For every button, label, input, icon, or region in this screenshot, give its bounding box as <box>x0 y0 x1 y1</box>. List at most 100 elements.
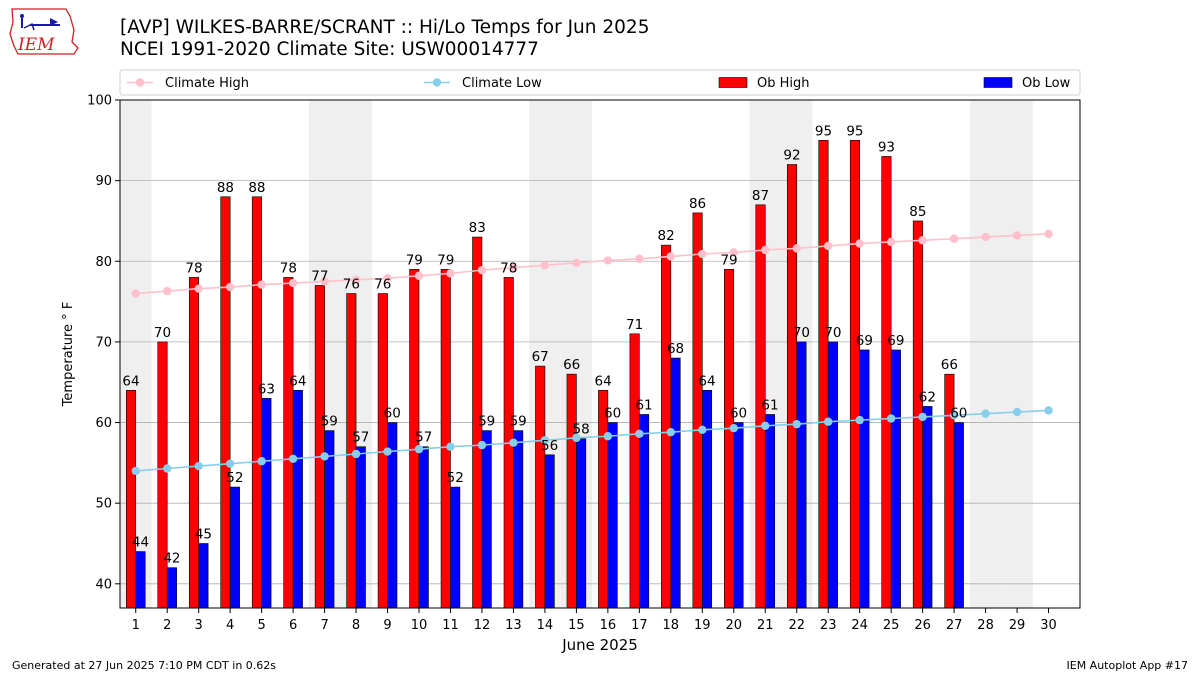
climate-high-point <box>477 265 487 275</box>
ob-high-bar <box>440 269 451 609</box>
climate-high-point <box>949 234 959 243</box>
ob-low-bar <box>135 551 146 609</box>
climate-low-point <box>698 425 707 434</box>
climate-low-point <box>981 409 990 418</box>
x-tick-label: 27 <box>946 618 963 633</box>
ob-low-value-label: 68 <box>667 341 684 357</box>
climate-low-line <box>135 409 1049 472</box>
climate-high-point <box>729 248 738 257</box>
climate-high-point <box>194 284 203 293</box>
plot-frame <box>119 99 1081 609</box>
x-axis-label: June 2025 <box>561 636 638 654</box>
ob-high-bar <box>220 196 231 609</box>
ob-low-bar <box>639 414 650 609</box>
climate-high-point <box>225 282 235 292</box>
ob-low-value-label: 59 <box>510 414 527 430</box>
ob-low-bar <box>670 357 681 609</box>
climate-high-point <box>257 280 266 289</box>
x-tick-label: 12 <box>474 618 491 633</box>
ob-low-value-label: 57 <box>352 430 369 446</box>
climate-low-point <box>761 421 770 430</box>
legend-climate-high-marker <box>135 78 145 87</box>
climate-low-point <box>1012 407 1022 417</box>
climate-low-point <box>131 466 140 476</box>
ob-high-value-label: 78 <box>280 260 297 276</box>
ob-low-bar <box>576 438 587 609</box>
x-tick-label: 26 <box>914 618 931 633</box>
climate-low-point <box>666 428 676 437</box>
legend-ob-high-label: Ob High <box>757 76 810 91</box>
climate-low-point <box>194 461 203 471</box>
ob-low-value-label: 57 <box>415 430 432 446</box>
ob-high-bar <box>314 285 325 609</box>
ob-low-value-label: 63 <box>258 381 275 397</box>
climate-low-point <box>446 442 455 451</box>
x-tick-label: 2 <box>163 618 171 633</box>
ob-high-bar <box>786 164 798 609</box>
x-tick-label: 11 <box>442 618 459 633</box>
legend-box <box>119 69 1081 96</box>
climate-high-point <box>1012 231 1022 240</box>
ob-high-value-label: 88 <box>217 180 234 196</box>
climate-low-point <box>540 436 550 445</box>
climate-low-point <box>572 433 581 443</box>
chart-subtitle: NCEI 1991-2020 Climate Site: USW00014777 <box>120 39 539 60</box>
generated-timestamp: Generated at 27 Jun 2025 7:10 PM CDT in … <box>12 659 277 672</box>
climate-high-point <box>446 269 455 278</box>
ob-low-bar <box>198 543 209 609</box>
x-tick-label: 30 <box>1040 618 1057 633</box>
legend-ob-high-swatch <box>718 77 748 88</box>
ob-low-value-label: 60 <box>730 406 747 422</box>
ob-low-bar <box>701 389 713 609</box>
climate-high-point <box>1044 229 1053 239</box>
ob-low-value-label: 45 <box>195 526 212 542</box>
ob-low-value-label: 42 <box>163 551 180 567</box>
climate-high-point <box>603 256 613 265</box>
ob-low-bar <box>764 414 775 609</box>
climate-high-point <box>918 236 927 245</box>
x-tick-label: 9 <box>383 618 391 633</box>
x-tick-label: 15 <box>568 618 585 633</box>
ob-high-value-label: 78 <box>500 260 517 276</box>
y-tick-label: 70 <box>95 335 112 350</box>
ob-low-bar <box>261 398 272 609</box>
ob-low-bar <box>827 341 838 609</box>
ob-high-value-label: 76 <box>374 277 391 293</box>
climate-high-point <box>320 277 329 286</box>
x-tick-label: 18 <box>663 618 680 633</box>
ob-high-bar <box>661 244 672 609</box>
ob-low-value-label: 52 <box>226 470 243 486</box>
ob-high-value-label: 78 <box>185 260 202 276</box>
ob-low-value-label: 60 <box>604 406 621 422</box>
climate-low-point <box>918 412 927 422</box>
ob-low-value-label: 61 <box>761 397 778 413</box>
y-tick-label: 40 <box>95 577 112 592</box>
legend-climate-low-marker <box>432 78 442 87</box>
ob-low-bar <box>733 422 744 609</box>
x-tick-label: 1 <box>132 618 140 633</box>
ob-high-bar <box>881 156 892 609</box>
ob-low-value-label: 59 <box>478 414 495 430</box>
climate-high-point <box>540 261 550 270</box>
ob-low-bar <box>922 406 933 609</box>
ob-high-value-label: 64 <box>122 373 139 389</box>
ob-high-value-label: 83 <box>469 220 486 236</box>
ob-high-bar <box>157 341 168 609</box>
climate-low-point <box>855 415 864 425</box>
ob-high-value-label: 64 <box>595 373 612 389</box>
x-tick-label: 17 <box>631 618 648 633</box>
climate-high-point <box>288 278 298 288</box>
svg-text:IEM: IEM <box>17 35 55 55</box>
ob-low-value-label: 70 <box>824 325 841 341</box>
climate-low-point <box>792 419 801 429</box>
x-tick-label: 10 <box>411 618 428 633</box>
ob-low-bar <box>450 486 461 609</box>
x-tick-label: 20 <box>725 618 742 633</box>
ob-low-bar <box>418 446 429 609</box>
y-tick-label: 80 <box>95 255 112 270</box>
x-tick-label: 5 <box>257 618 265 633</box>
climate-high-point <box>855 239 864 248</box>
x-tick-label: 19 <box>694 618 711 633</box>
ob-high-value-label: 85 <box>909 204 926 220</box>
